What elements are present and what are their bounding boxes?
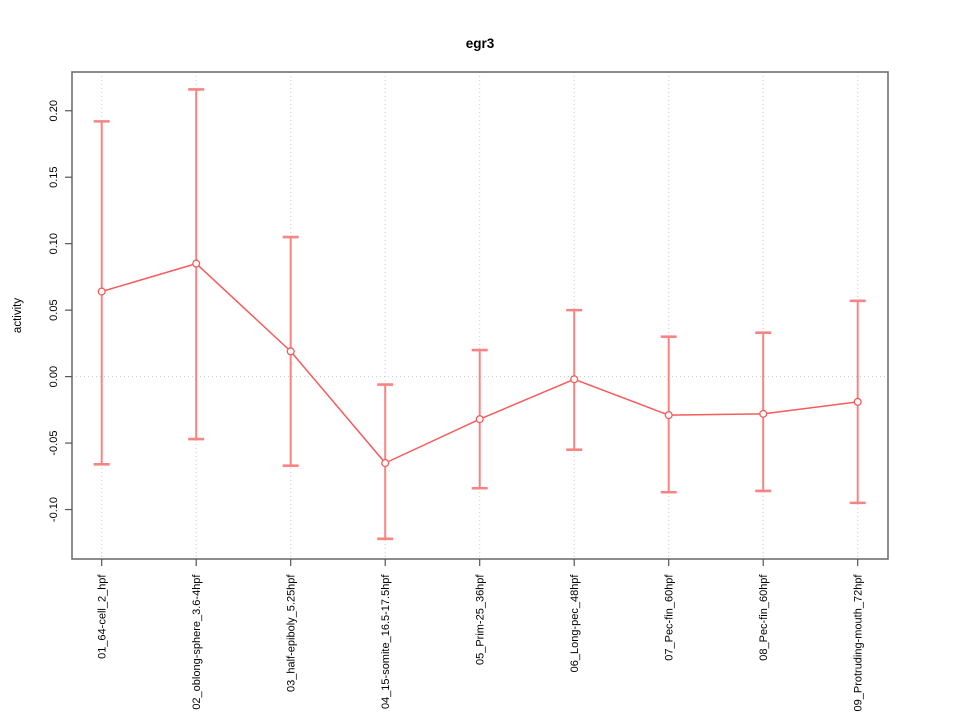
data-point <box>570 375 579 384</box>
y-tick-label: -0.10 <box>48 497 60 522</box>
data-point <box>475 415 484 424</box>
x-tick-label: 01_64-cell_2_hpf <box>97 574 109 659</box>
x-tick-label: 09_Protruding-mouth_72hpf <box>853 574 865 712</box>
data-point <box>381 458 390 468</box>
y-tick-label: 0.20 <box>48 100 60 121</box>
y-tick-label: -0.05 <box>48 431 60 456</box>
x-tick-label: 06_Long-pec_48hpf <box>569 574 581 673</box>
x-tick-label: 07_Pec-fin_60hpf <box>664 574 676 661</box>
data-point <box>97 287 106 296</box>
data-point <box>192 259 201 268</box>
x-tick-label: 05_Prim-25_36hpf <box>475 574 487 665</box>
series-layer <box>97 259 862 468</box>
axes-layer: -0.10 -0.05 0.00 0.05 0.10 0.15 0.20 01_64-cell… <box>48 71 889 712</box>
y-tick-label: 0.10 <box>48 233 60 254</box>
data-point <box>286 347 295 356</box>
chart-title: egr3 <box>466 36 495 51</box>
x-tick-label: 03_half-epiboly_5.25hpf <box>286 574 298 692</box>
data-point <box>664 411 673 420</box>
x-tick-label: 08_Pec-fin_60hpf <box>758 574 770 661</box>
x-tick-label: 02_oblong-sphere_3.6-4hpf <box>191 574 203 710</box>
x-tick-label: 04_15-somite_16.5-17.5hpf <box>380 574 392 709</box>
y-tick-label: 0.15 <box>48 166 60 187</box>
data-point <box>853 397 862 406</box>
y-tick-label: 0.05 <box>48 299 60 320</box>
data-point <box>759 409 768 418</box>
y-axis-label: activity <box>12 298 24 333</box>
y-tick-label: 0.00 <box>48 366 60 387</box>
